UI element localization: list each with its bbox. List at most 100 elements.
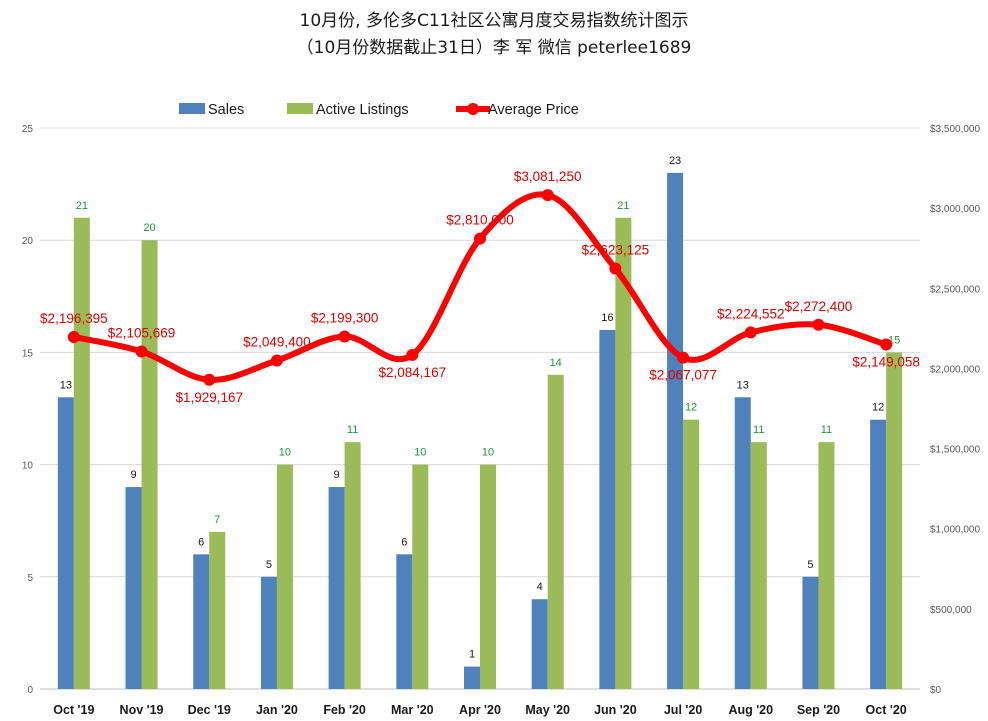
x-tick-label: Oct '20 (866, 703, 907, 717)
sales-data-label: 16 (601, 312, 613, 324)
y-right-tick-label: $0 (930, 685, 942, 696)
average-price-point (609, 262, 622, 275)
sales-bar (599, 329, 616, 689)
active-listings-bar (750, 442, 767, 689)
average-price-data-label: $2,199,300 (311, 310, 379, 325)
sales-data-label: 4 (537, 581, 543, 593)
sales-data-label: 5 (807, 559, 813, 571)
sales-data-label: 6 (401, 536, 407, 548)
active-listings-data-label: 21 (76, 200, 88, 212)
average-price-point (541, 189, 554, 202)
sales-data-label: 5 (266, 559, 272, 571)
average-price-data-label: $1,929,167 (175, 390, 243, 405)
sales-bar (57, 397, 74, 689)
y-right-tick-label: $500,000 (930, 605, 972, 616)
active-listings-bar (683, 419, 700, 689)
y-left-tick-label: 5 (27, 573, 33, 584)
legend-price-marker (467, 103, 479, 115)
x-tick-label: Jan '20 (256, 703, 298, 717)
y-right-tick-label: $1,000,000 (930, 525, 980, 536)
average-price-point (406, 348, 419, 361)
average-price-data-label: $2,049,400 (243, 335, 311, 350)
x-tick-label: Nov '19 (120, 703, 164, 717)
active-listings-data-label: 10 (279, 447, 291, 459)
sales-bar (396, 554, 413, 689)
sales-bar (464, 666, 480, 689)
x-tick-label: Feb '20 (323, 703, 366, 717)
active-listings-bar (141, 240, 158, 689)
average-price-point (270, 354, 283, 367)
active-listings-data-label: 10 (414, 447, 426, 459)
active-listings-bar (209, 531, 226, 689)
legend-listings-swatch (287, 103, 313, 114)
x-tick-label: Aug '20 (728, 703, 773, 717)
sales-bar (328, 487, 345, 689)
y-right-tick-label: $2,000,000 (930, 364, 980, 375)
average-price-data-label: $2,810,000 (446, 213, 514, 228)
x-tick-label: Mar '20 (391, 703, 434, 717)
active-listings-bar (615, 217, 632, 689)
active-listings-data-label: 11 (753, 424, 764, 436)
average-price-data-label: $2,196,395 (40, 311, 108, 326)
sales-bar (125, 487, 142, 689)
active-listings-data-label: 11 (821, 424, 832, 436)
sales-bar (802, 576, 819, 689)
x-tick-label: May '20 (525, 703, 570, 717)
legend-price-label: Average Price (488, 102, 579, 118)
average-price-point (474, 232, 486, 245)
y-right-tick-label: $2,500,000 (930, 284, 980, 295)
x-tick-label: Apr '20 (459, 703, 501, 717)
chart-title-line-2: （10月份数据截止31日）李 军 微信 peterlee1689 (296, 38, 692, 58)
sales-data-label: 23 (669, 155, 681, 167)
average-price-data-label: $3,081,250 (514, 169, 582, 184)
x-tick-label: Dec '19 (188, 703, 231, 717)
average-price-point (135, 345, 148, 358)
sales-bar (734, 397, 751, 689)
sales-data-label: 9 (334, 469, 340, 481)
y-right-tick-label: $3,000,000 (930, 204, 980, 215)
x-tick-label: Jul '20 (664, 703, 702, 717)
sales-bar (193, 554, 210, 689)
x-tick-label: Jun '20 (594, 703, 637, 717)
y-right-tick-label: $3,500,000 (930, 124, 980, 135)
average-price-point (67, 330, 80, 343)
sales-data-label: 13 (60, 379, 72, 391)
active-listings-bar (276, 464, 293, 689)
y-left-tick-label: 0 (27, 685, 33, 696)
active-listings-bar (480, 464, 496, 689)
average-price-point (203, 373, 216, 386)
average-price-data-label: $2,224,552 (717, 306, 785, 321)
y-left-tick-label: 25 (22, 124, 34, 135)
active-listings-data-label: 11 (347, 424, 358, 436)
average-price-point (880, 338, 893, 351)
average-price-data-label: $2,084,167 (379, 365, 447, 380)
active-listings-data-label: 10 (482, 447, 494, 459)
sales-data-label: 6 (198, 536, 204, 548)
legend-sales-swatch (179, 103, 205, 114)
active-listings-data-label: 12 (685, 402, 697, 414)
active-listings-data-label: 20 (143, 222, 155, 234)
x-tick-label: Sep '20 (797, 703, 840, 717)
average-price-data-label: $2,067,077 (649, 368, 717, 383)
sales-data-label: 13 (737, 379, 749, 391)
legend-sales-label: Sales (208, 102, 244, 118)
average-price-data-label: $2,272,400 (785, 299, 853, 314)
active-listings-bar (818, 442, 835, 689)
average-price-point (812, 318, 825, 331)
x-tick-label: Oct '19 (53, 703, 94, 717)
average-price-point (744, 326, 757, 339)
y-left-tick-label: 10 (22, 461, 34, 472)
sales-bar (870, 419, 887, 689)
average-price-data-label: $2,149,058 (852, 355, 920, 370)
active-listings-bar (344, 442, 361, 689)
active-listings-bar (547, 374, 564, 689)
active-listings-bar (73, 217, 90, 689)
active-listings-data-label: 14 (550, 357, 562, 369)
sales-data-label: 9 (130, 469, 136, 481)
y-left-tick-label: 20 (22, 236, 34, 247)
legend-listings-label: Active Listings (316, 102, 409, 118)
average-price-point (338, 330, 351, 343)
active-listings-data-label: 21 (617, 200, 629, 212)
y-right-tick-label: $1,500,000 (930, 445, 980, 456)
